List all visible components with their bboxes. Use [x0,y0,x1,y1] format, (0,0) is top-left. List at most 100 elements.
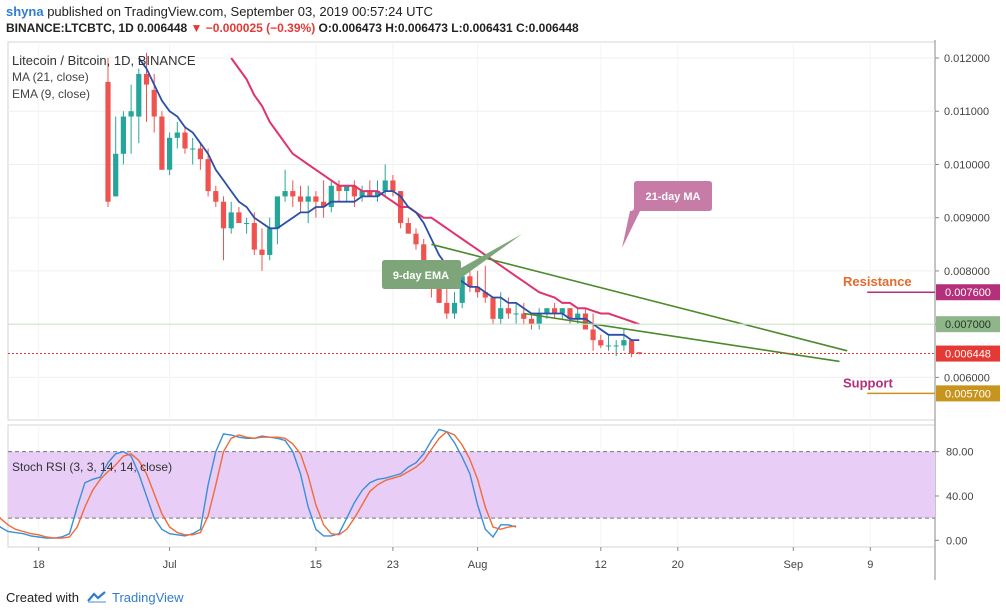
candle-up [359,191,365,197]
time-axis: 18 Jul 15 23 Aug 12 20 Sep 9 [33,547,873,571]
candle-down [413,233,419,245]
symbol-label: BINANCE:LTCBTC, 1D [6,21,134,35]
candle-down [444,302,450,314]
price-change: −0.000025 (−0.39%) [205,21,316,35]
tradingview-brand[interactable]: TradingView [112,590,184,605]
candle-down [251,223,257,250]
candle-down [220,201,227,229]
candle-down [313,196,319,202]
published-text: published on TradingView.com, September … [47,4,433,19]
candle-up [536,313,542,325]
candle-down [213,191,219,202]
candle-down [521,313,527,319]
price-axis-badge [936,385,1000,402]
candle-down [143,73,150,85]
price-plot [105,52,642,358]
time-tick-label: 15 [310,559,322,571]
price-annotations: Resistance Support 21-day MA 9-day EMA [8,181,935,395]
price-tick-label: 0.012000 [944,53,990,65]
candle-up [174,132,180,138]
candle-down [405,223,411,234]
candle-up [244,223,250,225]
price-axis-badge-label: 0.005700 [945,388,991,400]
candle-down [367,191,373,197]
ma21-line [230,57,640,326]
ema9-line [138,57,640,342]
price-axis-badge [936,345,1000,362]
time-tick-label: Jul [163,559,177,571]
candle-down [390,180,396,192]
ma-callout-bubble [622,181,712,248]
price-tick-label: 0.006000 [944,372,990,384]
candle-up [498,308,504,319]
candle-down [475,286,481,293]
change-arrow-icon: ▼ [190,21,203,35]
candle-down [467,276,473,287]
candle-down [436,286,442,303]
support-label: Support [843,375,893,390]
chart-header: shyna published on TradingView.com, Sept… [0,0,1006,40]
candle-up [267,228,273,255]
candle-up [228,212,234,229]
time-tick-label: 20 [672,559,684,571]
rsi-tick-label: 80.00 [946,447,974,459]
price-axis-badge [936,316,1000,333]
candle-up [544,308,550,314]
candle-up [559,308,565,314]
created-with-text: Created with [6,590,79,605]
candle-down [590,329,596,341]
price-pane-frame [7,41,936,421]
candle-up [374,191,381,197]
upper-channel-line [431,243,848,352]
rsi-tick-label: 0.00 [946,535,967,547]
candle-down [205,159,211,192]
time-tick-label: 18 [33,559,45,571]
stoch-rsi-plot [0,428,935,539]
candle-down [336,185,342,192]
lower-channel-line [523,312,840,363]
candle-up [167,137,173,170]
price-axis-badge-label: 0.006448 [945,349,991,361]
stoch-rsi-title: Stoch RSI (3, 3, 14, 14, close) [12,460,172,474]
candle-down [290,191,296,197]
candle-up [605,345,612,347]
ma-callout-label: 21-day MA [645,191,700,203]
candle-down [636,352,642,354]
price-tick-label: 0.008000 [944,266,990,278]
time-tick-label: Sep [784,559,804,571]
last-price: 0.006448 [137,21,188,35]
price-axis: 0.012000 0.011000 0.010000 0.009000 0.008000… [935,53,1000,402]
price-axis-badge [936,284,1000,301]
symbol-quote-line: BINANCE:LTCBTC, 1D 0.006448 ▼ −0.000025 … [6,21,579,35]
candle-up [613,345,619,347]
candle-down [598,340,604,346]
candle-down [259,249,265,255]
tradingview-logo-icon [86,591,106,603]
candle-up [305,196,311,202]
time-tick-label: Aug [468,559,488,571]
candle-up [451,302,458,314]
candle-down [297,196,304,202]
legend-ema: EMA (9, close) [12,87,90,101]
candle-down [490,297,496,319]
candle-up [575,313,581,319]
stoch-rsi-axis: 80.00 40.00 0.00 [935,447,974,547]
candle-up [282,191,288,197]
candle-down [505,308,511,314]
stoch-rsi-d-line [0,430,517,539]
resistance-label: Resistance [843,274,912,289]
ohlc-values: O:0.006473 H:0.006473 L:0.006431 C:0.006… [318,21,579,35]
price-tick-label: 0.011000 [944,106,989,118]
candle-up [274,196,280,229]
candle-down [528,318,535,325]
candle-down [567,308,573,319]
candle-down [236,212,242,224]
candle-up [136,73,142,117]
candle-up [190,148,196,150]
candle-down [159,116,165,170]
candle-down [321,201,327,208]
legend-ma: MA (21, close) [12,70,89,84]
ema-callout-bubble [382,234,522,289]
publisher-username[interactable]: shyna [6,4,44,19]
